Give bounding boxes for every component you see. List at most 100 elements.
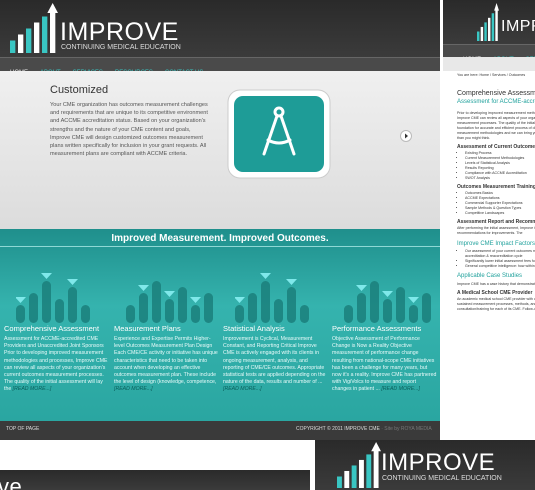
compass	[262, 106, 296, 156]
logo-arrow	[371, 442, 381, 452]
logo-bar	[480, 26, 484, 41]
list-item: Commercial Supporter Expectations	[465, 201, 535, 206]
side-content: You are here: Home / Services / Outcomes…	[457, 73, 535, 312]
column-text: Objective Assessment of Performance Chan…	[332, 336, 437, 394]
illustration-bar	[274, 299, 283, 323]
illustration-bar	[357, 293, 366, 323]
side-title: Comprehensive Assessment	[457, 90, 535, 97]
illustration-cone	[67, 279, 78, 285]
section-heading: Assessment of Current Outcomes	[457, 144, 535, 150]
logo-bar	[488, 17, 491, 41]
illustration-bar	[235, 305, 244, 323]
cases-text: Improve CME has a case history that demo…	[457, 282, 535, 286]
illustration-cone	[408, 297, 419, 303]
column-text: Assessment for ACCME-accredited CME Prov…	[4, 336, 109, 394]
illustration-bar	[178, 287, 187, 323]
illustration-cone	[286, 279, 297, 285]
column-body: Objective Assessment of Performance Chan…	[332, 336, 437, 393]
logo-tagline: CONTINUING MEDICAL EDUCATION	[61, 44, 181, 51]
logo-bar	[344, 470, 350, 488]
column-body: Improvement is Cyclical, Measurement Con…	[223, 336, 326, 386]
list-item: Levels of Statistical Analysis	[465, 161, 535, 166]
side-header: IMPROVE	[443, 0, 535, 44]
copyright: COPYRIGHT © 2011 IMPROVE CME · Site by R…	[296, 426, 432, 432]
illustration-bar	[16, 305, 25, 323]
logo-bar	[491, 13, 495, 41]
hero-icon	[227, 89, 331, 179]
bottom-strip: ve	[0, 470, 310, 490]
side-logo: IMPROVE	[501, 18, 535, 35]
logo-bar	[10, 40, 16, 53]
impact-item: Significantly lower initial assessment f…	[465, 259, 535, 264]
illustration-bar	[261, 281, 270, 323]
side-report: After performing the initial assessment,…	[457, 226, 535, 235]
column-text: Improvement is Cyclical, Measurement Con…	[223, 336, 328, 394]
compass-arc	[266, 138, 292, 145]
illustration-bar	[165, 299, 174, 323]
compass-head	[273, 106, 285, 118]
banner: Improved Measurement. Improved Outcomes.	[111, 233, 329, 244]
partial-logo: ve	[0, 474, 23, 490]
column-body: Assessment for ACCME-accredited CME Prov…	[4, 336, 108, 393]
logo-name: IMPROVE	[60, 18, 179, 46]
read-more[interactable]: [READ MORE...]	[381, 386, 420, 393]
read-more[interactable]: [READ MORE...]	[223, 386, 262, 393]
arrow-glyph[interactable]	[405, 133, 408, 139]
logo-bar	[484, 22, 487, 41]
next-arrow[interactable]	[400, 130, 412, 142]
illustration-bar	[126, 305, 135, 323]
bottom-panel: IMPROVE CONTINUING MEDICAL EDUCATION	[315, 440, 535, 490]
features: Improved Measurement. Improved Outcomes.…	[0, 229, 440, 421]
list-item: Current Measurement Methodologies	[465, 156, 535, 161]
illustration-cone	[164, 291, 175, 297]
illustration-bar	[344, 305, 353, 323]
hero-title: Customized	[50, 84, 109, 96]
illustration-bar	[81, 305, 90, 323]
main-panel: IMPROVE CONTINUING MEDICAL EDUCATION HOM…	[0, 0, 440, 440]
side-band	[443, 57, 535, 71]
illustration-cone	[190, 297, 201, 303]
illustration-bar	[139, 293, 148, 323]
column-illustration	[235, 273, 309, 323]
logo-bar	[50, 10, 56, 53]
logo-bar	[34, 22, 40, 53]
logo-bar	[495, 8, 498, 41]
copyright-text: COPYRIGHT © 2011 IMPROVE CME	[296, 426, 380, 432]
illustration-bar	[29, 293, 38, 323]
column-title: Performance Assessments	[332, 324, 422, 333]
read-more[interactable]: [READ MORE...]	[12, 386, 52, 393]
impact-item: Our assessment of your current outcomes …	[465, 249, 535, 259]
icon-box	[234, 96, 324, 172]
list-item: Outcomes Basics	[465, 191, 535, 196]
logo-bar	[351, 465, 357, 488]
illustration-cone	[235, 297, 245, 303]
breadcrumb: You are here: Home / Services / Outcomes	[457, 73, 526, 77]
column-illustration	[16, 273, 90, 323]
illustration-cone	[41, 273, 52, 279]
compass-leg	[279, 114, 296, 156]
feature-column: Measurement Plans Experience and Expertis…	[114, 324, 219, 394]
column-title: Statistical Analysis	[223, 324, 285, 333]
illustration-bar	[287, 287, 296, 323]
logo-bar	[373, 448, 379, 488]
logo-bar	[477, 31, 480, 41]
read-more[interactable]: [READ MORE...]	[114, 386, 153, 393]
logo-bar	[359, 459, 364, 488]
column-illustration	[126, 281, 213, 323]
top-link[interactable]: TOP OF PAGE	[6, 426, 40, 432]
case-title: A Medical School CME Provider	[457, 290, 533, 296]
feature-column: Comprehensive Assessment Assessment for A…	[4, 324, 109, 394]
case-text: An academic medical school CME provider …	[457, 297, 535, 311]
logo-bar	[337, 476, 342, 488]
header: IMPROVE CONTINUING MEDICAL EDUCATION	[0, 0, 440, 57]
column-body: Experience and Expertise Permits Higher-…	[114, 336, 218, 386]
logo-icon	[10, 3, 58, 53]
column-text: Experience and Expertise Permits Higher-…	[114, 336, 219, 394]
impact-list: Our assessment of your current outcomes …	[457, 249, 535, 269]
list-item: ACCME Expectations	[465, 196, 535, 201]
illustration-bar	[68, 287, 77, 323]
side-intro: Prior to developing improved measurement…	[457, 111, 535, 140]
compass-leg	[262, 114, 279, 156]
list-item: Sample Methods & Question Types	[465, 206, 535, 211]
list-item: Compliance with ACCME Accreditation	[465, 171, 535, 176]
